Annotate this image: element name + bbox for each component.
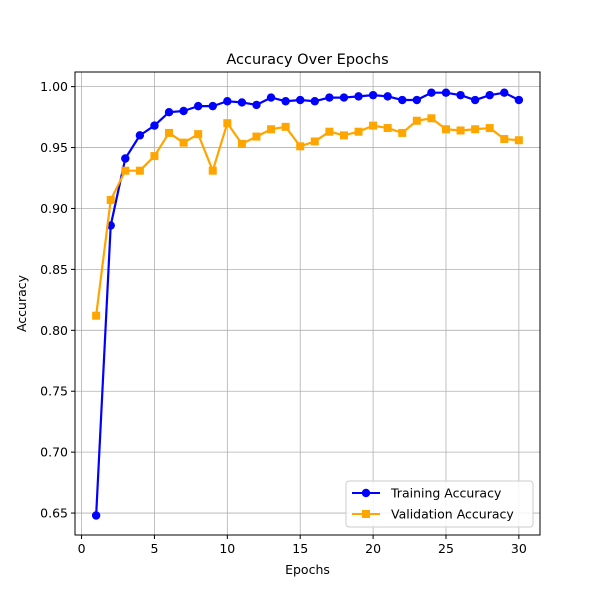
validation-point [471, 125, 480, 134]
training-point [237, 98, 247, 107]
chart-title: Accuracy Over Epochs [226, 52, 388, 68]
y-tick-label: 0.75 [40, 384, 68, 399]
grid [75, 72, 540, 535]
training-point [427, 88, 436, 97]
y-axis-ticks: 0.65 0.70 0.75 0.80 0.85 0.90 0.95 1.00 [40, 79, 75, 521]
training-point [383, 92, 392, 101]
training-point [441, 88, 451, 97]
validation-point [354, 127, 363, 136]
training-point [500, 88, 509, 97]
validation-point [383, 124, 392, 133]
training-point [281, 97, 290, 106]
validation-point [194, 130, 203, 139]
training-point [398, 95, 407, 105]
validation-point [398, 128, 407, 137]
validation-point [500, 135, 509, 144]
training-point [164, 108, 174, 117]
y-tick-label: 0.90 [40, 201, 68, 216]
x-tick-label: 15 [292, 541, 308, 556]
validation-point [514, 136, 523, 145]
validation-point [252, 132, 261, 141]
x-tick-label: 20 [365, 541, 381, 556]
x-tick-label: 10 [219, 541, 235, 556]
validation-point [325, 127, 334, 136]
training-point [193, 101, 203, 111]
y-tick-label: 0.95 [40, 140, 68, 155]
x-tick-label: 30 [511, 541, 527, 556]
training-point [325, 93, 334, 102]
training-point [135, 131, 145, 140]
validation-point [223, 119, 232, 128]
validation-point [441, 125, 450, 134]
validation-point [165, 128, 174, 137]
training-point [456, 90, 465, 100]
y-tick-label: 0.65 [40, 506, 68, 521]
series-layer [91, 88, 524, 520]
validation-point [106, 195, 115, 204]
validation-point [310, 137, 319, 146]
y-tick-label: 1.00 [40, 79, 68, 94]
legend-box [345, 480, 534, 528]
validation-point [427, 114, 436, 123]
x-tick-label: 0 [78, 541, 86, 556]
training-point [470, 95, 480, 105]
training-point [150, 121, 159, 130]
x-tick-label: 5 [150, 541, 158, 556]
validation-point [208, 166, 217, 175]
training-point [412, 95, 422, 105]
legend: Training Accuracy Validation Accuracy [345, 480, 534, 528]
validation-point [296, 142, 305, 151]
validation-point [135, 166, 144, 175]
training-point [296, 95, 305, 105]
training-point [354, 92, 363, 101]
training-point [266, 93, 276, 102]
legend-validation-label: Validation Accuracy [391, 507, 514, 522]
training-point [223, 97, 232, 106]
y-tick-label: 0.85 [40, 262, 68, 277]
validation-point [412, 116, 421, 125]
legend-validation-marker [362, 510, 370, 518]
training-point [368, 90, 378, 100]
validation-point [150, 152, 159, 161]
validation-point [179, 138, 188, 147]
validation-point [281, 122, 290, 131]
y-tick-label: 0.70 [40, 445, 68, 460]
x-axis-ticks: 0 5 10 15 20 25 30 [78, 535, 527, 556]
training-point [514, 95, 524, 105]
validation-point [267, 125, 276, 134]
training-point [310, 97, 319, 106]
training-point [252, 100, 261, 110]
training-point [208, 101, 217, 111]
y-tick-label: 0.80 [40, 323, 68, 338]
legend-training-label: Training Accuracy [390, 486, 502, 501]
validation-point [339, 131, 348, 140]
training-point [339, 93, 349, 102]
validation-point [237, 139, 246, 148]
x-tick-label: 25 [438, 541, 454, 556]
plot-frame [74, 71, 541, 536]
x-axis-label: Epochs [285, 562, 330, 577]
validation-point [121, 166, 130, 175]
validation-point [92, 311, 101, 320]
training-point [91, 511, 101, 520]
y-axis-label: Accuracy [14, 274, 29, 332]
training-point [485, 90, 494, 100]
training-point [121, 154, 130, 163]
validation-point [369, 121, 378, 130]
validation-point [456, 126, 465, 135]
training-point [179, 106, 188, 116]
legend-training-marker [361, 488, 371, 498]
validation-point [485, 124, 494, 133]
